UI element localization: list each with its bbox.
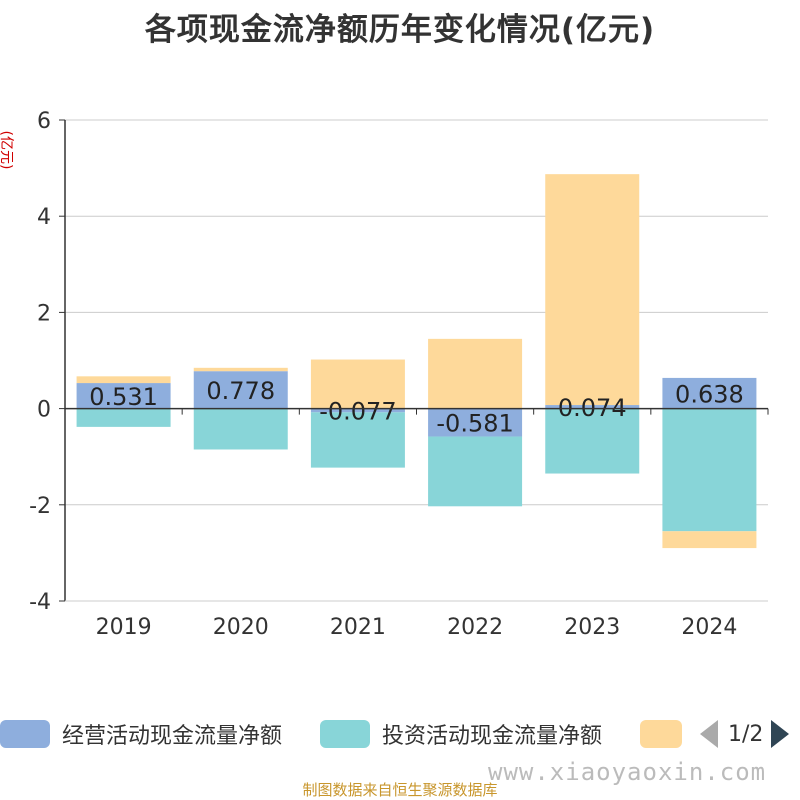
y-tick-label: -2 xyxy=(29,494,51,519)
bar-chart: -4 -2 0 2 4 6 0.531 0.778 -0.077 -0.581 0.074 0.638… xyxy=(29,109,769,640)
bar-1-2020 xyxy=(193,408,288,450)
data-label: 0.778 xyxy=(206,377,275,405)
x-tick-label-2022: 2022 xyxy=(447,615,503,640)
legend-label-investing: 投资活动现金流量净额 xyxy=(382,724,603,749)
bar-1-2024 xyxy=(662,408,757,532)
bar-1-2019 xyxy=(76,408,171,427)
legend-pager: 1/2 xyxy=(700,716,800,752)
data-source: 制图数据来自恒生聚源数据库 xyxy=(302,781,498,799)
bar-1-2021 xyxy=(310,412,405,468)
y-tick-label: 4 xyxy=(37,205,51,230)
bar-2-2022 xyxy=(428,338,523,409)
legend-next-icon[interactable] xyxy=(771,720,790,748)
bar-2-2024 xyxy=(662,531,757,549)
legend-swatch-operating xyxy=(0,720,50,748)
bar-0-2022 xyxy=(428,408,523,437)
legend-prev-icon[interactable] xyxy=(700,720,718,748)
legend-item-financing[interactable] xyxy=(640,716,694,752)
x-tick-label-2023: 2023 xyxy=(564,615,620,640)
bar-2-2019 xyxy=(76,376,171,384)
data-label: -0.077 xyxy=(319,397,396,425)
bar-0-2023 xyxy=(545,405,640,409)
bar-0-2021 xyxy=(310,408,405,413)
bar-1-2022 xyxy=(428,436,523,507)
bar-2-2020 xyxy=(193,367,288,372)
legend-swatch-investing xyxy=(320,720,370,748)
data-label: -0.581 xyxy=(436,410,513,438)
x-tick-label-2020: 2020 xyxy=(213,615,269,640)
bar-0-2020 xyxy=(193,371,288,409)
data-label: 0.638 xyxy=(675,380,744,408)
y-tick-label: 6 xyxy=(37,109,51,134)
bar-2-2021 xyxy=(310,359,405,409)
legend-swatch-financing xyxy=(640,720,682,748)
chart-title: 各项现金流净额历年变化情况(亿元) xyxy=(144,12,656,48)
bar-0-2019 xyxy=(76,383,171,409)
y-tick-label: 2 xyxy=(37,301,51,326)
data-label: 0.531 xyxy=(89,383,158,411)
data-label: 0.074 xyxy=(558,394,627,422)
bar-1-2023 xyxy=(545,408,640,474)
legend: 经营活动现金流量净额 投资活动现金流量净额 xyxy=(0,716,800,756)
legend-item-investing[interactable]: 投资活动现金流量净额 xyxy=(320,716,602,752)
watermark: www.xiaoyaoxin.com xyxy=(488,758,767,786)
x-tick-label-2019: 2019 xyxy=(96,615,152,640)
y-tick-label: 0 xyxy=(37,398,51,423)
x-tick-label-2024: 2024 xyxy=(681,615,737,640)
y-tick-label: -4 xyxy=(29,590,51,615)
legend-item-operating[interactable]: 经营活动现金流量净额 xyxy=(0,716,282,752)
bar-0-2024 xyxy=(662,377,757,409)
legend-label-operating: 经营活动现金流量净额 xyxy=(62,724,283,749)
x-tick-label-2021: 2021 xyxy=(330,615,386,640)
bar-2-2023 xyxy=(545,174,640,406)
legend-page-number: 1/2 xyxy=(728,721,764,747)
